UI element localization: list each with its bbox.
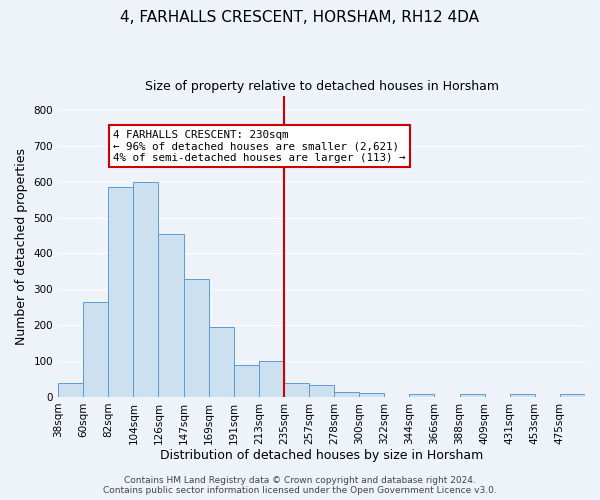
Bar [284,384,309,397]
Y-axis label: Number of detached properties: Number of detached properties [15,148,28,345]
Bar [108,187,133,397]
Text: 4 FARHALLS CRESCENT: 230sqm
← 96% of detached houses are smaller (2,621)
4% of s: 4 FARHALLS CRESCENT: 230sqm ← 96% of det… [113,130,406,163]
Bar [133,182,158,397]
Bar [259,361,284,397]
Text: 4, FARHALLS CRESCENT, HORSHAM, RH12 4DA: 4, FARHALLS CRESCENT, HORSHAM, RH12 4DA [121,10,479,25]
Bar [334,392,359,397]
Bar [233,364,259,397]
Bar [83,302,108,397]
Bar [460,394,485,397]
Title: Size of property relative to detached houses in Horsham: Size of property relative to detached ho… [145,80,499,93]
Text: Contains HM Land Registry data © Crown copyright and database right 2024.
Contai: Contains HM Land Registry data © Crown c… [103,476,497,495]
Bar [560,394,585,397]
X-axis label: Distribution of detached houses by size in Horsham: Distribution of detached houses by size … [160,450,483,462]
Bar [58,384,83,397]
Bar [184,278,209,397]
Bar [209,327,233,397]
Bar [359,394,384,397]
Bar [409,394,434,397]
Bar [510,394,535,397]
Bar [309,386,334,397]
Bar [158,234,184,397]
